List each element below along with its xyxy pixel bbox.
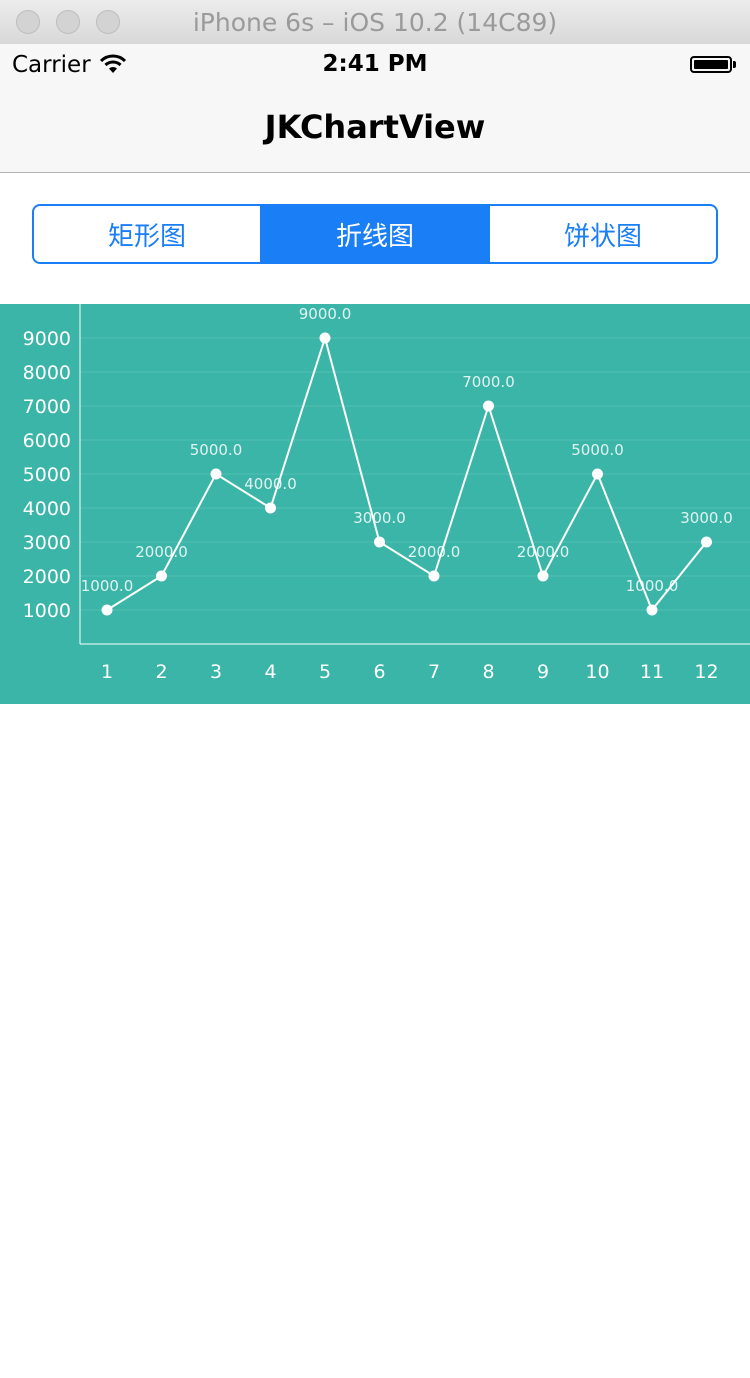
y-tick-label: 2000 bbox=[23, 566, 71, 588]
battery-tip bbox=[733, 61, 736, 68]
y-tick-label: 7000 bbox=[23, 396, 71, 418]
battery-icon bbox=[690, 56, 732, 73]
data-point bbox=[265, 502, 276, 514]
data-point bbox=[374, 536, 385, 548]
simulator-title-bar: iPhone 6s – iOS 10.2 (14C89) bbox=[0, 0, 750, 45]
data-point bbox=[156, 570, 167, 582]
chart-background bbox=[0, 304, 750, 704]
segment-bar-chart[interactable]: 矩形图 bbox=[107, 221, 186, 252]
data-label: 2000.0 bbox=[135, 543, 188, 561]
x-tick-label: 12 bbox=[694, 661, 718, 683]
y-tick-label: 5000 bbox=[23, 464, 71, 486]
carrier-label: Carrier bbox=[12, 52, 91, 78]
data-label: 5000.0 bbox=[190, 441, 243, 459]
x-tick-label: 1 bbox=[101, 661, 113, 683]
x-tick-label: 8 bbox=[482, 661, 494, 683]
data-label: 5000.0 bbox=[571, 441, 624, 459]
data-label: 2000.0 bbox=[408, 543, 461, 561]
data-point bbox=[319, 332, 331, 344]
close-window-button[interactable] bbox=[16, 10, 40, 34]
data-point bbox=[428, 570, 440, 582]
data-point bbox=[537, 570, 549, 582]
data-label: 3000.0 bbox=[353, 509, 406, 527]
window-title: iPhone 6s – iOS 10.2 (14C89) bbox=[192, 8, 558, 37]
data-label: 2000.0 bbox=[517, 543, 570, 561]
minimize-window-button[interactable] bbox=[56, 10, 80, 34]
series-line bbox=[106, 334, 708, 612]
segment-pie-chart[interactable]: 饼状图 bbox=[488, 206, 716, 262]
status-time: 2:41 PM bbox=[322, 51, 428, 77]
y-tick-label: 9000 bbox=[23, 328, 71, 350]
y-tick-label: 3000 bbox=[23, 532, 71, 554]
x-tick-label: 11 bbox=[640, 661, 664, 683]
x-tick-label: 7 bbox=[428, 661, 440, 683]
y-tick-label: 6000 bbox=[23, 430, 71, 452]
x-tick-label: 9 bbox=[537, 661, 549, 683]
zoom-window-button[interactable] bbox=[96, 10, 120, 34]
data-label: 3000.0 bbox=[680, 509, 733, 527]
data-label: 9000.0 bbox=[299, 305, 352, 323]
line-chart-panel: 1000 2000 3000 4000 5000 6000 7000 8000 9000 1 2 3 4… bbox=[0, 304, 750, 704]
navigation-bar: JKChartView bbox=[0, 84, 750, 173]
x-tick-label: 4 bbox=[264, 661, 276, 683]
y-tick-label: 1000 bbox=[23, 600, 71, 622]
x-tick-label: 5 bbox=[319, 661, 331, 683]
x-tick-label: 2 bbox=[155, 661, 167, 683]
status-bar: Carrier 2:41 PM bbox=[0, 44, 750, 84]
data-point bbox=[210, 468, 222, 480]
data-label: 1000.0 bbox=[81, 577, 134, 595]
data-point bbox=[592, 468, 603, 480]
y-tick-label: 4000 bbox=[23, 498, 71, 520]
x-tick-label: 6 bbox=[373, 661, 385, 683]
data-point bbox=[101, 604, 113, 616]
data-label: 7000.0 bbox=[462, 373, 515, 391]
segment-line-chart[interactable]: 折线图 bbox=[260, 206, 488, 262]
data-point bbox=[701, 536, 712, 548]
y-tick-label: 8000 bbox=[23, 362, 71, 384]
chart-type-segmented-control[interactable]: 矩形图 折线图 饼状图 bbox=[32, 204, 718, 264]
nav-title: JKChartView bbox=[264, 108, 486, 146]
wifi-icon bbox=[100, 54, 126, 73]
x-tick-label: 3 bbox=[210, 661, 222, 683]
data-label: 4000.0 bbox=[244, 475, 297, 493]
data-point bbox=[483, 400, 494, 412]
data-point bbox=[646, 604, 658, 616]
x-tick-label: 10 bbox=[585, 661, 609, 683]
data-label: 1000.0 bbox=[626, 577, 679, 595]
